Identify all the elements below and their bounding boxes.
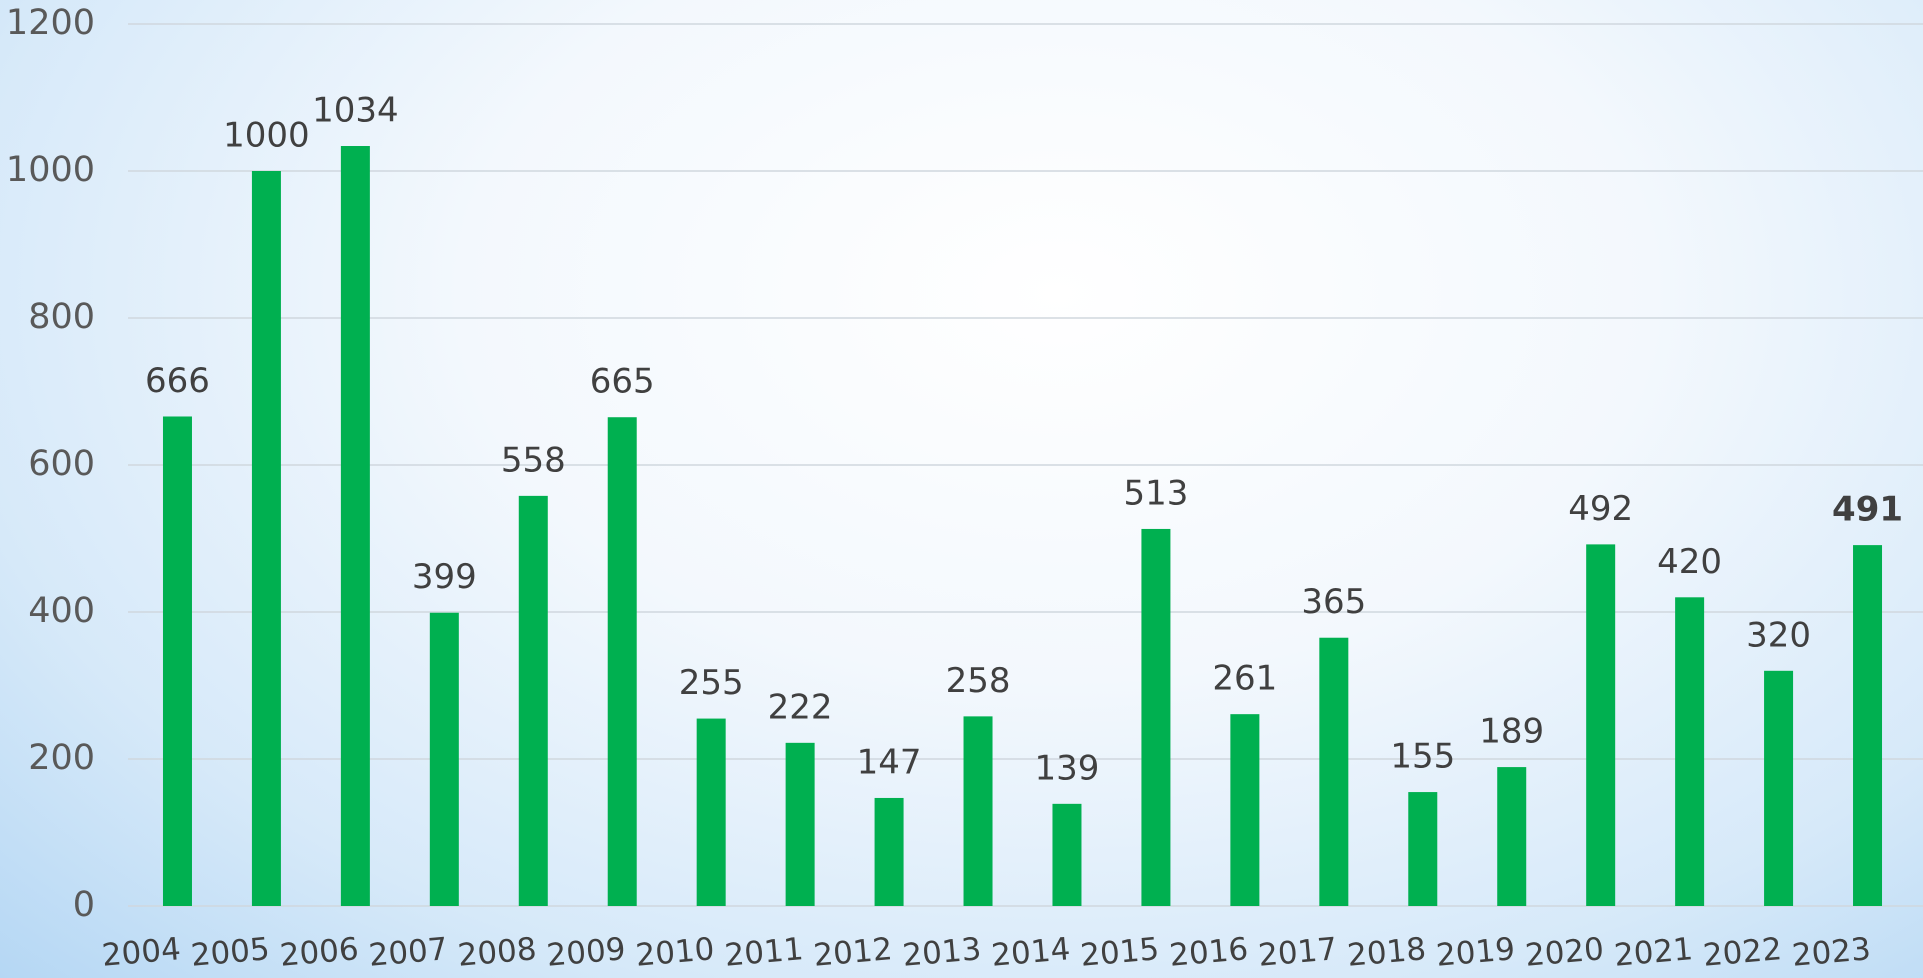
x-tick-label: 2020 [1524,931,1606,974]
bar [874,797,904,906]
x-tick-label: 2008 [456,931,538,974]
bar [1230,714,1260,906]
x-tick-label: 2005 [189,931,271,974]
x-tick-label: 2007 [367,931,449,974]
bar [251,171,281,906]
x-tick-label: 2021 [1613,931,1695,974]
y-tick-label: 1000 [6,150,95,190]
bar [1497,767,1527,906]
y-tick-label: 600 [28,444,95,484]
value-label: 139 [1035,748,1100,788]
x-tick-label: 2018 [1346,931,1428,974]
value-label: 147 [857,742,922,782]
value-label: 255 [679,663,744,703]
bar [607,417,637,906]
bar [1141,528,1171,906]
bar [1853,545,1883,906]
value-label: 558 [501,440,566,480]
x-tick-label: 2019 [1435,931,1517,974]
bar [963,716,993,906]
bar [340,146,370,906]
value-label: 1034 [312,91,399,131]
x-tick-label: 2017 [1257,931,1339,974]
x-tick-label: 2009 [545,931,627,974]
value-label: 189 [1479,712,1544,752]
x-tick-label: 2011 [723,931,805,974]
value-label: 420 [1657,542,1722,582]
bar [1319,637,1349,906]
bar [1408,792,1438,906]
x-tick-label: 2006 [278,931,360,974]
value-label: 666 [145,361,210,401]
value-label: 665 [590,362,655,402]
value-label: 320 [1746,615,1811,655]
value-label: 155 [1390,737,1455,777]
value-label: 222 [768,687,833,727]
x-tick-label: 2004 [100,931,182,974]
x-tick-label: 2014 [990,931,1072,974]
bar [1052,803,1082,906]
bar [518,495,548,906]
x-tick-label: 2010 [634,931,716,974]
bar [696,718,726,906]
y-tick-label: 400 [28,591,95,631]
y-tick-label: 200 [28,738,95,778]
x-tick-label: 2016 [1168,931,1250,974]
bar [1675,597,1705,906]
bar [785,742,815,906]
y-tick-label: 800 [28,297,95,337]
value-label: 491 [1832,490,1903,530]
bar [1586,544,1616,906]
value-label: 365 [1301,582,1366,622]
value-label: 1000 [223,116,310,156]
value-label: 492 [1568,489,1633,529]
bar [429,612,459,906]
bar [162,416,192,906]
x-tick-label: 2012 [812,931,894,974]
x-tick-label: 2013 [901,931,983,974]
x-tick-label: 2015 [1079,931,1161,974]
value-label: 399 [412,557,477,597]
y-tick-label: 1200 [6,3,95,43]
value-label: 261 [1212,659,1277,699]
bar [1764,670,1794,906]
y-tick-label: 0 [73,885,95,925]
value-label: 258 [946,661,1011,701]
x-tick-label: 2022 [1702,931,1784,974]
value-label: 513 [1123,473,1188,513]
x-tick-label: 2023 [1791,931,1873,974]
